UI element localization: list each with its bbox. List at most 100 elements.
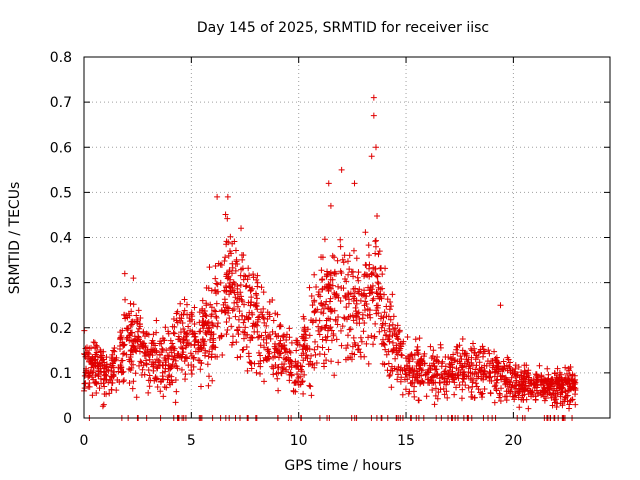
data-point <box>349 312 356 319</box>
data-point <box>137 358 144 365</box>
data-point <box>346 326 353 333</box>
data-point <box>244 367 251 374</box>
data-point <box>282 368 289 375</box>
data-point <box>130 301 137 308</box>
data-point <box>246 272 253 279</box>
data-point <box>208 311 215 318</box>
data-point <box>480 371 487 378</box>
data-point <box>197 366 204 373</box>
data-point <box>448 356 455 363</box>
data-point <box>554 400 561 407</box>
data-point <box>202 312 209 319</box>
data-point <box>338 269 345 276</box>
data-point <box>242 324 249 331</box>
data-point <box>323 322 330 329</box>
data-point <box>183 354 190 361</box>
data-point <box>184 329 191 336</box>
data-point <box>115 364 122 371</box>
data-point <box>152 342 159 349</box>
data-point <box>257 363 264 370</box>
data-point <box>450 351 457 358</box>
data-point <box>192 348 199 355</box>
data-point <box>477 367 484 374</box>
data-point <box>222 254 229 261</box>
data-point <box>255 334 262 341</box>
data-point <box>439 374 446 381</box>
data-point <box>214 281 221 288</box>
data-point <box>230 279 237 286</box>
data-point <box>232 313 239 320</box>
data-point <box>386 322 393 329</box>
data-point <box>376 295 383 302</box>
data-point <box>221 287 228 294</box>
data-point <box>355 288 362 295</box>
data-point <box>195 357 202 364</box>
data-point <box>196 328 203 335</box>
data-point <box>493 377 500 384</box>
data-point <box>137 338 144 345</box>
data-point <box>283 337 290 344</box>
data-point <box>189 313 196 320</box>
data-point <box>383 331 390 338</box>
data-point <box>472 380 479 387</box>
data-point <box>150 358 157 365</box>
data-point <box>229 270 236 277</box>
data-point <box>427 343 434 350</box>
data-point <box>206 264 213 271</box>
data-point <box>260 336 267 343</box>
data-point <box>514 388 521 395</box>
data-point <box>273 346 280 353</box>
data-point <box>175 333 182 340</box>
data-point <box>415 351 422 358</box>
data-point <box>369 282 376 289</box>
data-point <box>358 338 365 345</box>
data-point <box>125 325 132 332</box>
data-point <box>394 351 401 358</box>
data-point <box>502 380 509 387</box>
data-point <box>85 383 92 390</box>
data-point <box>347 354 354 361</box>
data-point <box>111 369 118 376</box>
data-point <box>327 324 334 331</box>
data-point <box>162 359 169 366</box>
data-point <box>312 338 319 345</box>
data-point <box>212 262 219 269</box>
data-point <box>453 384 460 391</box>
data-point <box>286 325 293 332</box>
data-point <box>414 370 421 377</box>
data-point <box>218 308 225 315</box>
data-point <box>572 401 579 408</box>
data-point <box>350 297 357 304</box>
data-point <box>462 382 469 389</box>
data-point <box>254 306 261 313</box>
data-point <box>239 298 246 305</box>
data-point <box>438 371 445 378</box>
data-point <box>386 306 393 313</box>
data-point <box>563 370 570 377</box>
data-point <box>389 363 396 370</box>
data-point <box>171 323 178 330</box>
data-point <box>370 264 377 271</box>
data-point <box>286 377 293 384</box>
data-point <box>335 294 342 301</box>
data-point <box>145 367 152 374</box>
data-point <box>153 317 160 324</box>
data-point <box>368 332 375 339</box>
data-point <box>381 341 388 348</box>
data-point <box>389 291 396 298</box>
data-point <box>387 367 394 374</box>
data-point <box>214 320 221 327</box>
data-point <box>442 368 449 375</box>
data-point <box>301 331 308 338</box>
data-point <box>95 373 102 380</box>
data-point <box>297 381 304 388</box>
data-point <box>497 302 504 309</box>
data-point <box>323 357 330 364</box>
data-point <box>264 355 271 362</box>
data-point <box>381 309 388 316</box>
data-point <box>188 353 195 360</box>
data-point <box>108 373 115 380</box>
data-point <box>365 334 372 341</box>
data-point <box>260 305 267 312</box>
